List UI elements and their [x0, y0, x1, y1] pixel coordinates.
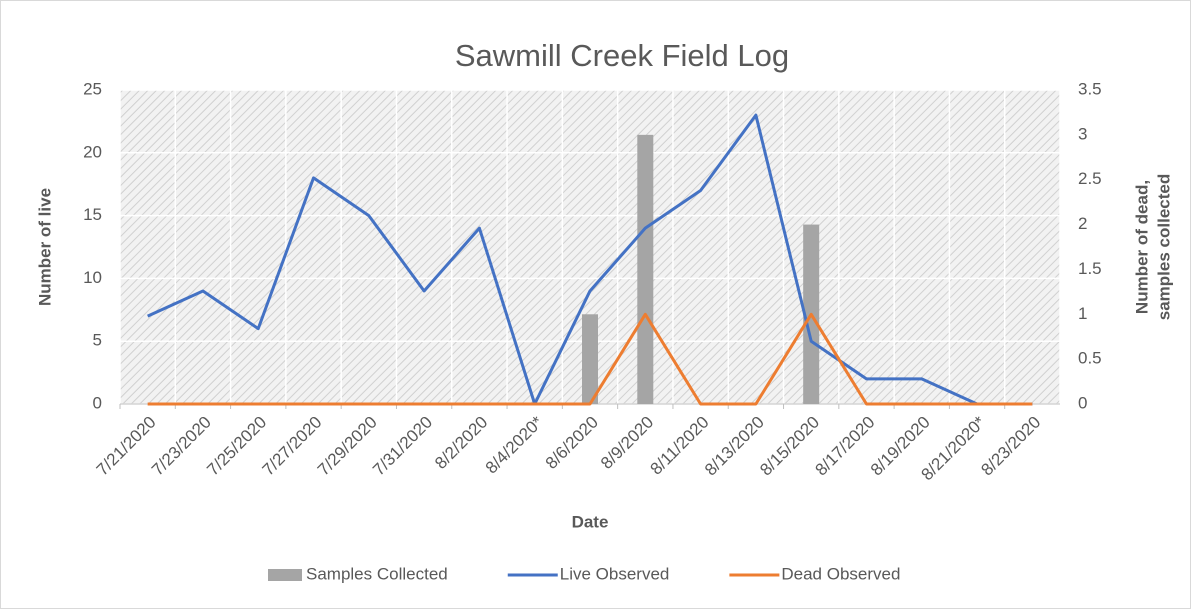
x-axis-label: Date	[572, 512, 609, 531]
y-tick-label: 20	[83, 142, 102, 161]
y2-tick-label: 2.5	[1078, 169, 1102, 188]
legend-label: Live Observed	[560, 564, 670, 583]
y-tick-label: 0	[93, 393, 102, 412]
chart-title: Sawmill Creek Field Log	[455, 38, 789, 73]
y2-tick-label: 3.5	[1078, 79, 1102, 98]
y2-tick-label: 1	[1078, 304, 1087, 323]
legend-label: Dead Observed	[781, 564, 900, 583]
y2-axis-label: Number of dead,	[1132, 180, 1151, 314]
y2-tick-label: 0.5	[1078, 349, 1102, 368]
y-tick-label: 25	[83, 79, 102, 98]
y2-tick-label: 0	[1078, 393, 1087, 412]
y2-tick-label: 3	[1078, 124, 1087, 143]
y2-tick-label: 2	[1078, 214, 1087, 233]
line-series	[147, 312, 1033, 406]
line-series	[147, 113, 1033, 406]
y2-tick-label: 1.5	[1078, 259, 1102, 278]
bar	[637, 134, 654, 404]
y-axis-label: Number of live	[35, 188, 54, 306]
y-tick-label: 15	[83, 205, 102, 224]
y-tick-label: 10	[83, 268, 102, 287]
legend-swatch	[268, 569, 302, 581]
y2-axis-label: samples collected	[1154, 174, 1173, 320]
legend-label: Samples Collected	[306, 564, 448, 583]
bar	[582, 314, 598, 404]
y-tick-label: 5	[93, 331, 102, 350]
